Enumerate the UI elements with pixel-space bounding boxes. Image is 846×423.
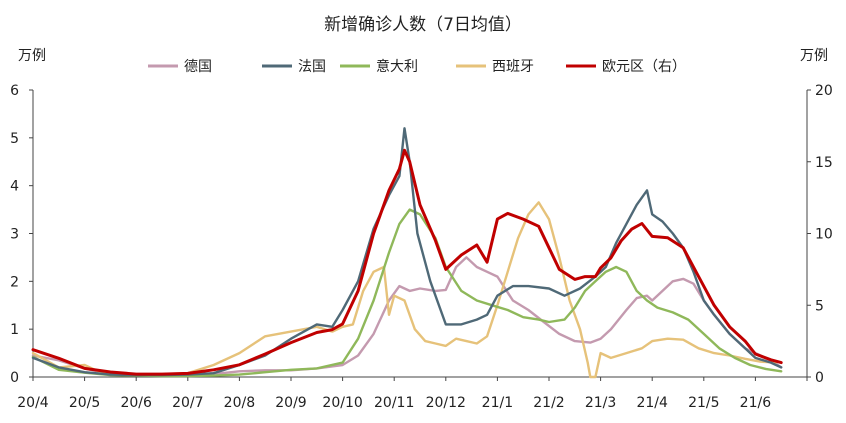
left-tick-label: 6 bbox=[10, 83, 19, 99]
x-tick-label: 21/4 bbox=[636, 395, 668, 411]
series-line bbox=[31, 201, 778, 379]
left-tick-label: 4 bbox=[10, 179, 19, 195]
x-tick-label: 21/1 bbox=[482, 395, 513, 411]
left-tick-label: 1 bbox=[10, 322, 19, 338]
left-axis-unit: 万例 bbox=[18, 48, 46, 64]
x-tick-label: 20/12 bbox=[426, 395, 466, 411]
left-tick-label: 2 bbox=[10, 274, 19, 290]
legend: 德国 法国 意大利 西班牙 欧元区（右） bbox=[148, 58, 686, 75]
x-tick-label: 20/10 bbox=[322, 395, 362, 411]
series-line bbox=[31, 256, 783, 377]
x-tick-label: 20/4 bbox=[17, 395, 49, 411]
series-line bbox=[31, 208, 783, 378]
legend-label: 法国 bbox=[298, 59, 326, 75]
left-tick-label: 5 bbox=[10, 131, 19, 147]
right-tick-label: 10 bbox=[815, 227, 833, 243]
series-line bbox=[31, 148, 783, 376]
right-axis-unit: 万例 bbox=[800, 48, 828, 64]
x-tick-label: 21/6 bbox=[740, 395, 772, 411]
x-tick-label: 21/3 bbox=[585, 395, 616, 411]
right-tick-label: 20 bbox=[815, 83, 833, 99]
legend-label: 西班牙 bbox=[492, 59, 534, 75]
axes: 0 1 2 3 4 5 6 0 5 10 15 20 20/4 20/5 20/6 20/7 20/8 20/9 2… bbox=[10, 83, 833, 411]
right-tick-label: 5 bbox=[815, 298, 824, 314]
left-tick-label: 3 bbox=[10, 227, 19, 243]
legend-label: 意大利 bbox=[376, 58, 418, 75]
x-tick-label: 20/8 bbox=[224, 395, 255, 411]
x-tick-label: 20/9 bbox=[275, 395, 306, 411]
x-tick-label: 20/11 bbox=[374, 395, 414, 411]
left-tick-label: 0 bbox=[10, 370, 19, 386]
x-tick-label: 20/7 bbox=[172, 395, 203, 411]
right-tick-label: 0 bbox=[815, 370, 824, 386]
legend-label: 德国 bbox=[184, 59, 212, 75]
right-tick-label: 15 bbox=[815, 155, 833, 171]
x-tick-label: 20/5 bbox=[69, 395, 100, 411]
series-lines bbox=[31, 127, 783, 379]
chart-title: 新增确诊人数（7日均值） bbox=[324, 15, 522, 35]
legend-label: 欧元区（右） bbox=[602, 59, 686, 75]
x-tick-label: 20/6 bbox=[120, 395, 152, 411]
x-tick-label: 21/5 bbox=[688, 395, 719, 411]
x-tick-label: 21/2 bbox=[533, 395, 564, 411]
